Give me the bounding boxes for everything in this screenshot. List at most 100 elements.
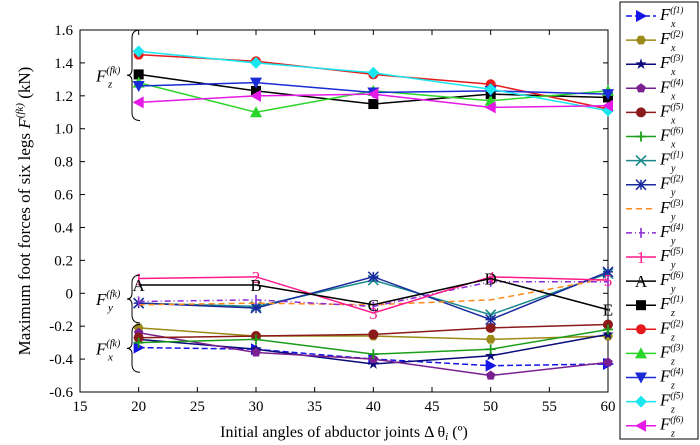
data-point-f-x-f3- xyxy=(484,349,497,361)
legend-label-sub: z xyxy=(670,332,675,343)
data-point-f-x-f6- xyxy=(133,337,144,348)
legend-label-sub: y xyxy=(670,164,676,175)
data-point-f-x-f6- xyxy=(603,324,613,335)
legend-label: F(f6) y xyxy=(659,270,683,295)
x-tick-label: 35 xyxy=(307,399,322,415)
legend-item-f-x-f1-: F(f1) x xyxy=(626,5,683,30)
data-point-f-y-f6-: E xyxy=(603,301,613,320)
legend-marker xyxy=(635,372,647,384)
legend-label-base: F xyxy=(659,391,671,410)
data-point-f-x-f4- xyxy=(485,370,496,380)
data-point-f-y-f5-: 3 xyxy=(369,304,378,323)
legend-item-f-z-f6-: F(f6) z xyxy=(626,415,683,440)
legend-label: F(f3) x xyxy=(659,53,683,78)
data-point-f-z-f5- xyxy=(250,56,262,69)
legend-label: F(f6) z xyxy=(659,415,683,440)
y-tick-label: 0.4 xyxy=(54,220,73,236)
data-point-f-z-f6- xyxy=(367,88,379,101)
group-label-sub: y xyxy=(107,302,113,314)
series-f-y-f5-: 1 2 3 4 5 xyxy=(134,268,612,323)
group-label-base: F xyxy=(95,66,107,85)
data-point-f-z-f6- xyxy=(484,101,496,114)
x-axis-label: Initial angles of abductor joints Δ θi (… xyxy=(220,424,468,443)
data-point-f-x-f5- xyxy=(485,322,496,333)
legend-label-sup: (f6) xyxy=(670,270,683,280)
legend-label-sup: (f5) xyxy=(670,101,683,111)
legend-label-base: F xyxy=(659,270,671,289)
y-tick-label: 0 xyxy=(66,286,74,302)
legend-item-f-y-f6-: A F(f6) y xyxy=(626,270,683,295)
x-tick-label: 20 xyxy=(131,399,146,415)
data-point-f-y-f5-: 1 xyxy=(134,269,143,288)
data-point-f-y-f5-: 5 xyxy=(604,271,613,290)
data-point-f-z-f4- xyxy=(132,80,145,92)
y-tick-label: 0.6 xyxy=(54,188,73,204)
series-f-z-f6- xyxy=(132,88,613,114)
legend-label-base: F xyxy=(659,150,671,169)
legend-marker xyxy=(636,83,646,93)
legend-marker: 1 xyxy=(637,248,646,267)
legend-label-sup: (f3) xyxy=(670,53,683,63)
y-tick-label: -0.2 xyxy=(49,319,73,335)
legend-item-f-z-f5-: F(f5) z xyxy=(626,391,683,416)
legend-label-sup: (f1) xyxy=(670,150,683,160)
legend-label-base: F xyxy=(659,5,671,24)
brace-x xyxy=(126,324,141,373)
y-tick-label: 1.2 xyxy=(54,89,73,105)
legend-label-sub: x xyxy=(670,43,676,54)
legend-item-f-y-f5-: 1 F(f5) y xyxy=(626,246,683,271)
x-tick-label: 60 xyxy=(601,399,616,415)
data-point-f-z-f5- xyxy=(367,66,380,79)
data-point-f-z-f6- xyxy=(602,99,613,112)
legend-label: F(f3) y xyxy=(659,198,683,223)
data-point-f-z-f1- xyxy=(368,99,379,110)
x-tick-label: 50 xyxy=(483,399,498,415)
legend-label-sup: (f6) xyxy=(670,415,683,425)
legend-label-base: F xyxy=(659,367,671,386)
legend-label-sub: y xyxy=(670,188,676,199)
legend-label: F(f5) z xyxy=(659,391,683,416)
series-line-f-y-f5- xyxy=(138,276,609,314)
data-point-f-x-f3- xyxy=(367,358,380,369)
series-f-z-f5- xyxy=(132,45,614,117)
legend: F(f1) xF(f2) xF(f3) xF(f4) xF(f5) xF(f6) xF(f1… xyxy=(626,5,683,440)
legend-label: F(f1) y xyxy=(659,150,683,175)
legend-label-base: F xyxy=(659,53,671,72)
axis-ticks: 15 20 25 30 35 40 45 50 55 60-0.6-0.4-0.200.20.40… xyxy=(49,23,615,415)
x-tick-label: 15 xyxy=(73,399,88,415)
legend-label-sub: x xyxy=(670,140,676,151)
legend-label-base: F xyxy=(659,294,671,313)
group-label-base: F xyxy=(95,290,107,309)
legend-marker xyxy=(635,58,647,70)
legend-label-sub: x xyxy=(670,19,676,30)
legend-label-base: F xyxy=(659,198,671,217)
data-point-f-x-f6- xyxy=(485,344,496,355)
legend-item-f-y-f2-: F(f2) y xyxy=(626,174,683,199)
x-tick-label: 55 xyxy=(542,399,557,415)
legend-label-sub: y xyxy=(670,212,676,223)
data-point-f-z-f4- xyxy=(250,77,262,89)
legend-label: F(f5) x xyxy=(659,101,683,126)
y-tick-label: 1.0 xyxy=(54,122,73,138)
legend-label-sub: y xyxy=(670,236,676,247)
legend-label-sub: z xyxy=(670,381,675,392)
legend-label-sub: z xyxy=(670,356,675,367)
data-point-f-z-f6- xyxy=(132,96,144,109)
legend-label: F(f3) z xyxy=(659,342,683,367)
y-tick-label: 0.8 xyxy=(54,155,73,171)
data-point-f-y-f2- xyxy=(485,314,497,326)
data-point-f-x-f6- xyxy=(251,334,261,345)
legend-label: F(f5) y xyxy=(659,246,683,271)
data-point-f-z-f1- xyxy=(251,85,261,96)
legend-label-sub: x xyxy=(670,91,676,102)
y-tick-label: 0.2 xyxy=(54,253,73,269)
data-point-f-y-f6-: B xyxy=(250,276,261,295)
legend-label-sub: z xyxy=(670,429,675,440)
data-point-f-y-f2- xyxy=(602,266,614,278)
data-point-f-z-f6- xyxy=(250,89,261,102)
legend-item-f-x-f4-: F(f4) x xyxy=(626,77,683,102)
legend-label-sup: (f4) xyxy=(670,367,683,377)
data-point-f-x-f6- xyxy=(368,349,379,360)
legend-item-f-x-f2-: F(f2) x xyxy=(626,29,683,54)
legend-label-base: F xyxy=(659,415,671,434)
